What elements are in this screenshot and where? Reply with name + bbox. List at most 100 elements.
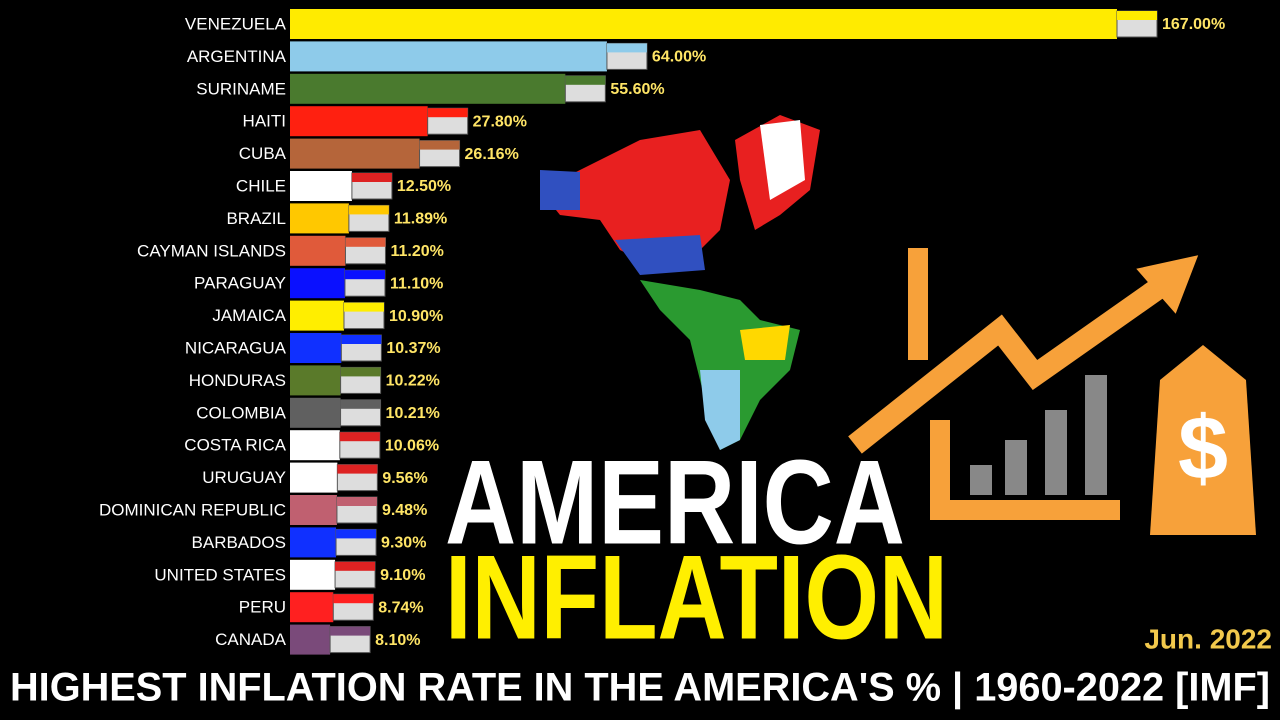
- inflation-icon: $: [848, 248, 1256, 535]
- flag: [606, 42, 648, 70]
- value-label: 8.10%: [375, 632, 420, 649]
- bar: [290, 624, 331, 655]
- map-shape: [740, 325, 790, 360]
- flag: [344, 269, 386, 297]
- bar: [290, 106, 428, 137]
- map-shape: [640, 280, 800, 450]
- category-label: BRAZIL: [226, 209, 286, 228]
- flag-stripe: [343, 302, 384, 312]
- value-label: 26.16%: [465, 146, 519, 163]
- flag: [340, 399, 382, 427]
- category-label: PARAGUAY: [194, 274, 286, 293]
- flag-stripe: [339, 432, 380, 442]
- map-illustration: [540, 115, 820, 450]
- value-label: 9.10%: [380, 567, 425, 584]
- flag: [334, 561, 376, 589]
- flag: [336, 464, 378, 492]
- bar: [290, 171, 352, 201]
- value-label: 27.80%: [473, 113, 527, 130]
- bar: [290, 333, 342, 363]
- bar: [290, 138, 420, 169]
- category-label: HONDURAS: [189, 371, 286, 390]
- flag: [335, 528, 377, 556]
- flag-stripe: [419, 140, 460, 150]
- flag-stripe: [340, 367, 381, 377]
- category-label: JAMAICA: [212, 306, 286, 325]
- flag: [419, 140, 461, 168]
- value-label: 11.10%: [390, 275, 443, 292]
- bar: [290, 559, 336, 590]
- bar: [290, 365, 341, 396]
- category-label: UNITED STATES: [154, 565, 286, 584]
- bar: [290, 73, 566, 104]
- flag-stripe: [565, 75, 606, 85]
- icon-bar: [1045, 410, 1067, 495]
- map-shape: [540, 170, 580, 210]
- category-label: ARGENTINA: [187, 47, 287, 66]
- category-label: PERU: [239, 598, 286, 617]
- bar: [290, 9, 1117, 39]
- value-label: 10.22%: [386, 373, 440, 390]
- category-label: VENEZUELA: [185, 14, 287, 33]
- flag-stripe: [337, 464, 378, 474]
- bar: [290, 300, 344, 331]
- icon-arrow: [848, 271, 1177, 454]
- map-shape: [760, 120, 805, 200]
- category-label: CANADA: [215, 630, 287, 649]
- value-label: 167.00%: [1162, 16, 1225, 33]
- category-label: HAITI: [243, 112, 286, 131]
- flag-stripe: [345, 237, 386, 247]
- icon-symbol: $: [1178, 399, 1228, 499]
- flag: [336, 496, 378, 524]
- value-label: 9.48%: [382, 502, 427, 519]
- overlay-subtitle: INFLATION: [445, 531, 948, 665]
- value-label: 64.00%: [652, 49, 706, 66]
- map-shape: [540, 130, 730, 270]
- icon-bar: [1085, 375, 1107, 495]
- flag-stripe: [341, 335, 382, 344]
- overlay-title: AMERICA: [445, 436, 905, 570]
- value-label: 9.56%: [382, 470, 427, 487]
- flag-stripe: [330, 626, 371, 636]
- bar: [290, 462, 338, 493]
- flag-stripe: [427, 108, 468, 118]
- icon-arrowhead: [1136, 255, 1199, 314]
- flag: [332, 593, 374, 621]
- value-label: 10.37%: [386, 340, 440, 357]
- flag: [351, 172, 393, 200]
- category-label: NICARAGUA: [185, 338, 287, 357]
- bar: [290, 268, 345, 299]
- flag-stripe: [1117, 11, 1157, 20]
- category-label: CAYMAN ISLANDS: [137, 241, 286, 260]
- bar: [290, 235, 346, 266]
- flag: [427, 107, 469, 135]
- flag-stripe: [348, 205, 389, 215]
- flag: [1116, 10, 1158, 38]
- value-label: 55.60%: [610, 81, 664, 98]
- bar: [290, 203, 349, 234]
- flag-stripe: [333, 594, 374, 604]
- value-label: 10.06%: [385, 437, 439, 454]
- flag-stripe: [335, 561, 376, 571]
- flag: [344, 237, 386, 265]
- date-label: Jun. 2022: [1144, 623, 1272, 654]
- value-label: 10.21%: [386, 405, 440, 422]
- value-label: 12.50%: [397, 178, 451, 195]
- flag-stripe: [340, 399, 381, 409]
- flag: [348, 204, 390, 232]
- map-shape: [615, 235, 705, 275]
- bar: [290, 495, 337, 525]
- category-label: BARBADOS: [192, 533, 286, 552]
- flag-stripe: [351, 173, 392, 182]
- value-label: 10.90%: [389, 308, 443, 325]
- category-label: DOMINICAN REPUBLIC: [99, 500, 286, 519]
- flag-stripe: [606, 43, 647, 53]
- flag-stripe: [344, 270, 385, 280]
- category-label: COSTA RICA: [184, 436, 286, 455]
- bars: VENEZUELA 167.00% ARGENTINA 64.00% SURINAME 5…: [99, 9, 1225, 655]
- value-label: 9.30%: [381, 535, 426, 552]
- value-label: 11.89%: [394, 211, 447, 228]
- flag: [340, 366, 382, 394]
- flag: [340, 334, 382, 362]
